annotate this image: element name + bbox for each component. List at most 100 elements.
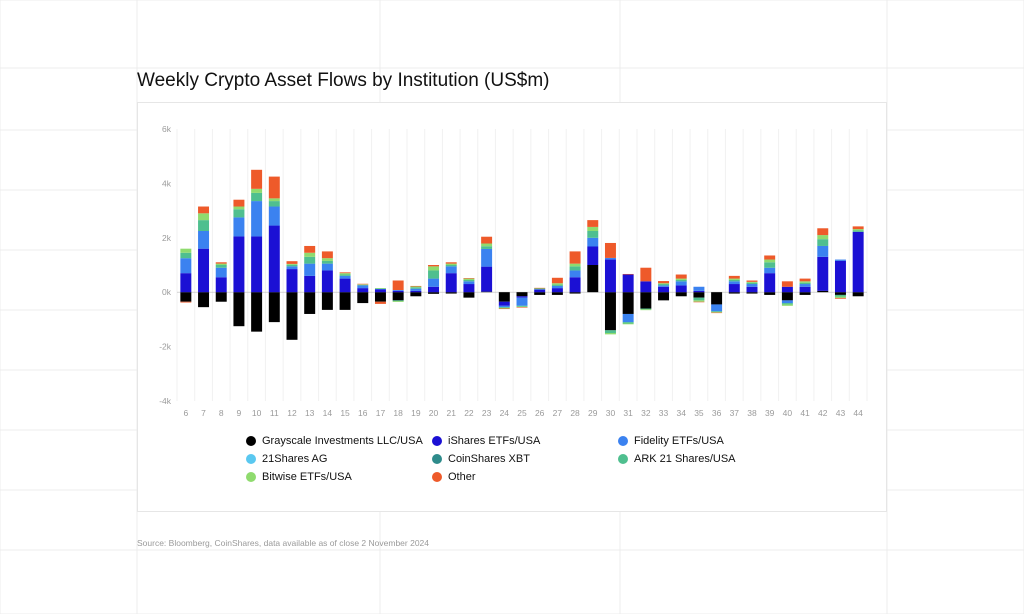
bar-segment — [764, 273, 776, 293]
bar-segment — [693, 301, 705, 303]
bar-segment — [728, 281, 740, 285]
bar-segment — [693, 300, 705, 302]
stacked-bar-chart: -4k -2k 0k 2k 4k 6k 6 7 8 9 10 11 12 13 14 15 16 17 18 19 20… — [159, 124, 868, 418]
x-tick-label: 42 — [818, 408, 828, 418]
bar-segment — [357, 284, 369, 285]
bar-segment — [640, 308, 652, 310]
bar-segment — [693, 297, 705, 301]
bar-segment — [587, 246, 599, 265]
bar-segment — [445, 263, 457, 265]
legend-item: Grayscale Investments LLC/USA — [246, 435, 423, 447]
bar-segment — [817, 239, 829, 246]
bar-segment — [268, 225, 280, 293]
bar-segment — [304, 263, 316, 276]
x-tick-label: 28 — [570, 408, 580, 418]
legend-swatch — [618, 454, 628, 464]
bar-segment — [304, 252, 316, 257]
x-tick-label: 11 — [270, 408, 279, 418]
bar-segment — [410, 285, 422, 287]
y-tick-label: 6k — [162, 124, 172, 134]
bar-segment — [498, 307, 510, 308]
bar-segment — [498, 308, 510, 310]
legend-item: Other — [432, 471, 476, 483]
bar-segment — [658, 284, 670, 286]
bar-segment — [498, 292, 510, 302]
bar-segment — [587, 220, 599, 227]
bar-segment — [604, 292, 616, 331]
bar-segment — [711, 304, 723, 312]
bar-segment — [304, 275, 316, 293]
legend-label: iShares ETFs/USA — [448, 435, 541, 447]
bar-segment — [392, 301, 404, 302]
bar-segment — [675, 278, 687, 280]
bar-segment — [516, 297, 528, 306]
bar-segment — [321, 292, 333, 310]
bar-segment — [286, 263, 298, 265]
bar-segment — [746, 282, 758, 285]
bar-segment — [569, 251, 581, 264]
bar-segment — [622, 323, 634, 325]
x-tick-label: 7 — [201, 408, 206, 418]
bar-segment — [551, 284, 563, 286]
bar-segment — [746, 284, 758, 287]
legend-swatch — [246, 454, 256, 464]
bar-segment — [428, 278, 440, 287]
bar-segment — [622, 273, 634, 275]
bar-segment — [852, 292, 864, 297]
bar-segment — [764, 292, 776, 295]
bar-segment — [268, 176, 280, 199]
bar-segment — [392, 300, 404, 302]
bar-segment — [817, 256, 829, 291]
legend-item: iShares ETFs/USA — [432, 435, 540, 447]
bar-segment — [799, 286, 811, 293]
bar-segment — [799, 284, 811, 287]
bar-segment — [268, 201, 280, 207]
bar-segment — [764, 262, 776, 268]
bar-segment — [339, 278, 351, 293]
bar-segment — [268, 292, 280, 323]
bar-segment — [463, 292, 475, 298]
x-tick-label: 37 — [730, 408, 740, 418]
bar-segment — [392, 290, 404, 293]
bar-segment — [481, 236, 493, 244]
bar-segment — [392, 292, 404, 301]
bar-segment — [604, 242, 616, 258]
x-tick-label: 24 — [500, 408, 510, 418]
bar-segment — [445, 273, 457, 293]
bar-segment — [711, 312, 723, 314]
bar-segment — [569, 270, 581, 278]
bar-segment — [198, 206, 210, 214]
bar-segment — [463, 281, 475, 285]
bar-segment — [516, 296, 528, 298]
bar-segment — [357, 292, 369, 304]
bar-segment — [746, 281, 758, 283]
legend-label: Fidelity ETFs/USA — [634, 435, 724, 447]
bar-segment — [392, 280, 404, 291]
bar-segment — [604, 330, 616, 333]
legend-label: CoinShares XBT — [448, 453, 530, 465]
legend-label: 21Shares AG — [262, 453, 328, 465]
legend-label: Other — [448, 471, 476, 483]
bar-segment — [746, 286, 758, 293]
bar-segment — [711, 312, 723, 313]
bar-segment — [781, 304, 793, 306]
bar-segment — [711, 292, 723, 305]
bar-segment — [817, 235, 829, 240]
bar-segment — [764, 255, 776, 260]
bar-segment — [215, 265, 227, 268]
bar-segment — [604, 259, 616, 293]
bar-segment — [374, 289, 386, 293]
bar-segment — [374, 288, 386, 290]
x-tick-label: 16 — [358, 408, 368, 418]
bar-segment — [374, 288, 386, 289]
x-tick-label: 44 — [853, 408, 863, 418]
bar-segment — [728, 292, 740, 294]
bar-segment — [374, 288, 386, 289]
bar-segment — [180, 273, 192, 293]
bar-segment — [834, 294, 846, 297]
bar-segment — [693, 290, 705, 293]
x-tick-label: 23 — [482, 408, 492, 418]
bar-segment — [852, 230, 864, 232]
bar-segment — [675, 274, 687, 279]
bar-segment — [339, 273, 351, 275]
